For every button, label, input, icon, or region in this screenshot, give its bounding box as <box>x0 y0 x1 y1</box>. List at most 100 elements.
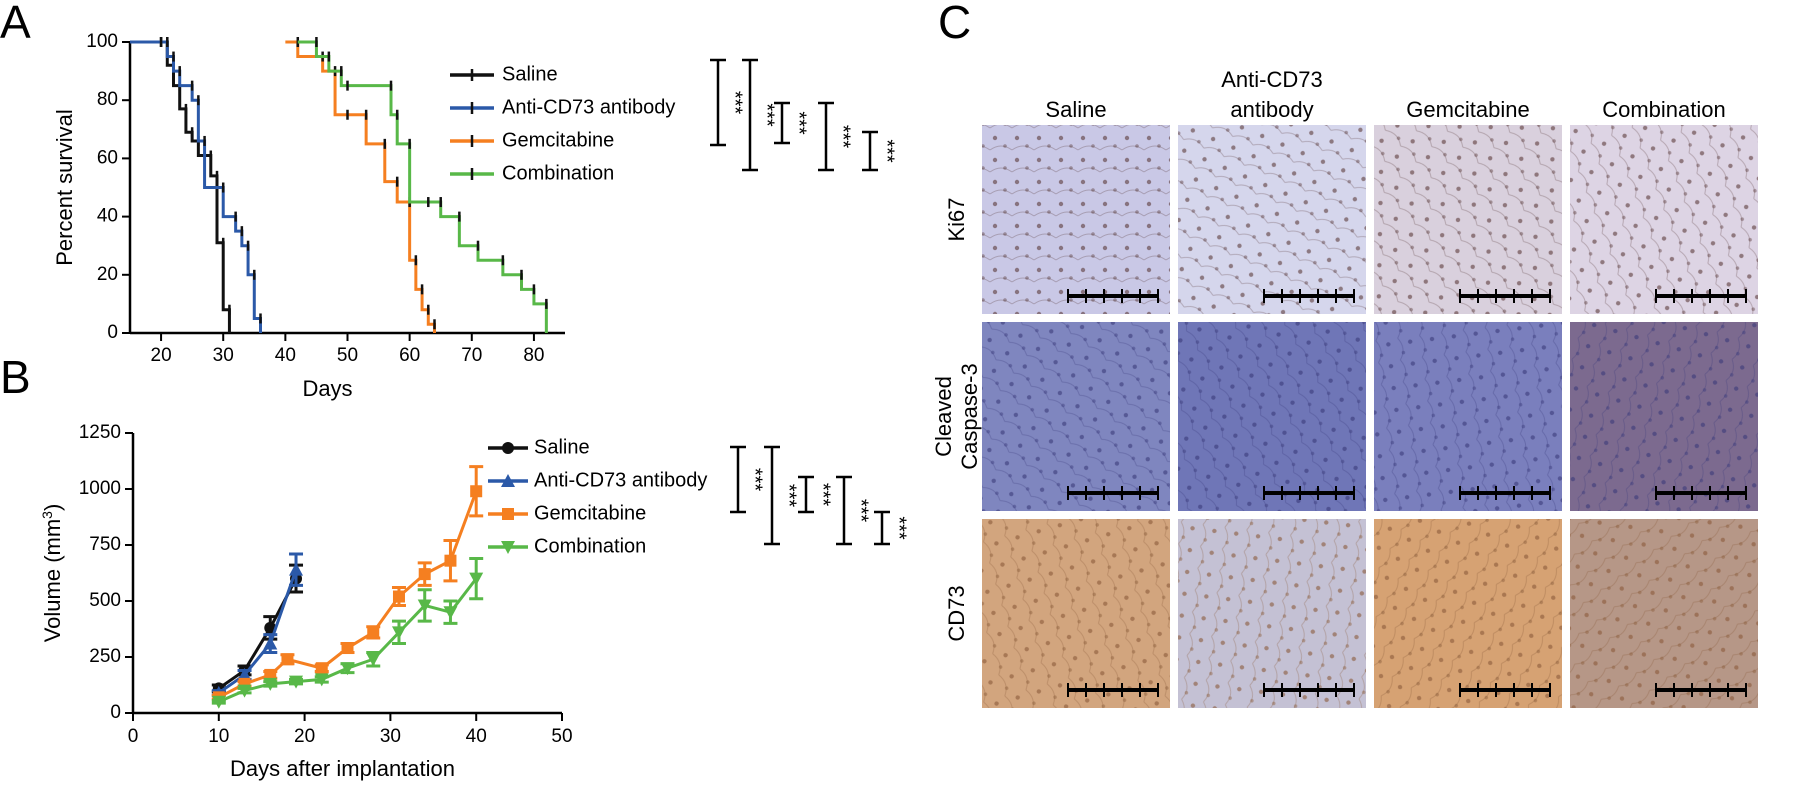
significance-label: *** <box>744 468 766 492</box>
x-tick-label: 60 <box>399 345 420 366</box>
significance-bracket <box>862 130 878 172</box>
legend-marker <box>501 541 515 554</box>
data-point <box>315 662 328 675</box>
significance-bracket <box>742 58 758 172</box>
significance-label: *** <box>778 484 800 508</box>
x-tick-label: 20 <box>151 345 172 366</box>
row-label: Caspase-3 <box>957 363 982 469</box>
y-tick-label: 250 <box>89 646 121 667</box>
data-point <box>340 662 355 676</box>
data-point <box>392 590 405 603</box>
ihc-image <box>1570 125 1758 314</box>
legend-marker <box>502 508 514 520</box>
significance-bracket <box>774 101 790 145</box>
significance-label: *** <box>812 483 834 507</box>
x-tick-label: 70 <box>461 345 482 366</box>
x-tick-label: 20 <box>294 726 315 747</box>
x-tick-label: 50 <box>551 726 572 747</box>
significance-label: *** <box>756 103 778 127</box>
data-point <box>314 673 329 687</box>
data-point <box>417 599 432 613</box>
significance-bracket <box>730 445 746 514</box>
legend-label: Gemcitabine <box>534 502 646 524</box>
panel-label-a: A <box>0 0 31 48</box>
x-tick-label: 30 <box>380 726 401 747</box>
data-point <box>281 653 294 666</box>
y-axis-label: Volume (mm3) <box>39 504 65 643</box>
legend-label: Anti-CD73 antibody <box>502 96 675 118</box>
y-tick-label: 1250 <box>79 422 121 443</box>
significance-bracket <box>836 475 852 546</box>
legend-label: Gemcitabine <box>502 129 614 151</box>
data-point <box>443 606 458 620</box>
data-point <box>367 626 380 639</box>
x-tick-label: 80 <box>523 345 544 366</box>
ihc-image <box>1374 322 1562 511</box>
data-point <box>391 626 406 640</box>
data-point <box>470 485 483 498</box>
data-point <box>366 653 381 667</box>
y-tick-label: 60 <box>97 147 118 168</box>
ihc-image <box>1178 322 1366 511</box>
y-tick-label: 0 <box>110 702 121 723</box>
ihc-image <box>982 125 1170 314</box>
legend-label: Combination <box>534 535 646 557</box>
x-tick-label: 0 <box>128 726 139 747</box>
x-axis-label: Days <box>302 376 352 401</box>
y-tick-label: 40 <box>97 206 118 227</box>
ihc-image <box>982 322 1170 511</box>
column-label: Saline <box>1045 97 1106 122</box>
survival-curve <box>285 40 436 333</box>
growth-curve <box>218 577 478 704</box>
x-axis-label: Days after implantation <box>230 756 455 781</box>
survival-curve <box>130 40 262 333</box>
growth-curve <box>217 569 298 695</box>
y-axis-label: Percent survival <box>52 109 77 266</box>
ihc-image <box>1374 519 1562 708</box>
column-label: Combination <box>1602 97 1726 122</box>
ihc-image <box>1570 322 1758 511</box>
x-tick-label: 50 <box>337 345 358 366</box>
x-tick-label: 30 <box>213 345 234 366</box>
ihc-image <box>982 519 1170 708</box>
data-point <box>289 562 304 576</box>
x-tick-label: 10 <box>208 726 229 747</box>
significance-bracket <box>710 58 726 147</box>
y-tick-label: 0 <box>107 322 118 343</box>
y-tick-label: 750 <box>89 534 121 555</box>
y-tick-label: 100 <box>86 31 118 52</box>
panel-label-c: C <box>938 0 971 48</box>
panel-label-b: B <box>0 351 31 403</box>
x-tick-label: 40 <box>466 726 487 747</box>
column-label: antibody <box>1230 97 1313 122</box>
significance-label: *** <box>832 125 854 149</box>
ihc-image <box>1178 519 1366 708</box>
data-point <box>237 684 252 698</box>
column-label: Anti-CD73 <box>1221 67 1322 92</box>
data-point <box>289 675 304 689</box>
significance-bracket <box>818 101 834 172</box>
data-point <box>469 572 484 586</box>
legend-marker <box>501 474 515 487</box>
legend-label: Anti-CD73 antibody <box>534 469 707 491</box>
y-tick-label: 1000 <box>79 478 121 499</box>
row-label: Ki67 <box>944 197 969 241</box>
growth-curve <box>217 577 298 690</box>
y-tick-label: 500 <box>89 590 121 611</box>
significance-bracket <box>874 510 890 546</box>
data-point <box>237 667 252 681</box>
ihc-image <box>1374 125 1562 314</box>
legend-label: Saline <box>534 436 590 458</box>
significance-bracket <box>764 445 780 546</box>
row-label: Cleaved <box>931 376 956 457</box>
significance-label: *** <box>888 516 910 540</box>
data-point <box>341 642 354 655</box>
column-label: Gemcitabine <box>1406 97 1530 122</box>
y-tick-label: 20 <box>97 264 118 285</box>
data-point <box>211 695 226 709</box>
x-tick-label: 40 <box>275 345 296 366</box>
legend-label: Saline <box>502 63 558 85</box>
data-point <box>418 568 431 581</box>
legend-label: Combination <box>502 162 614 184</box>
